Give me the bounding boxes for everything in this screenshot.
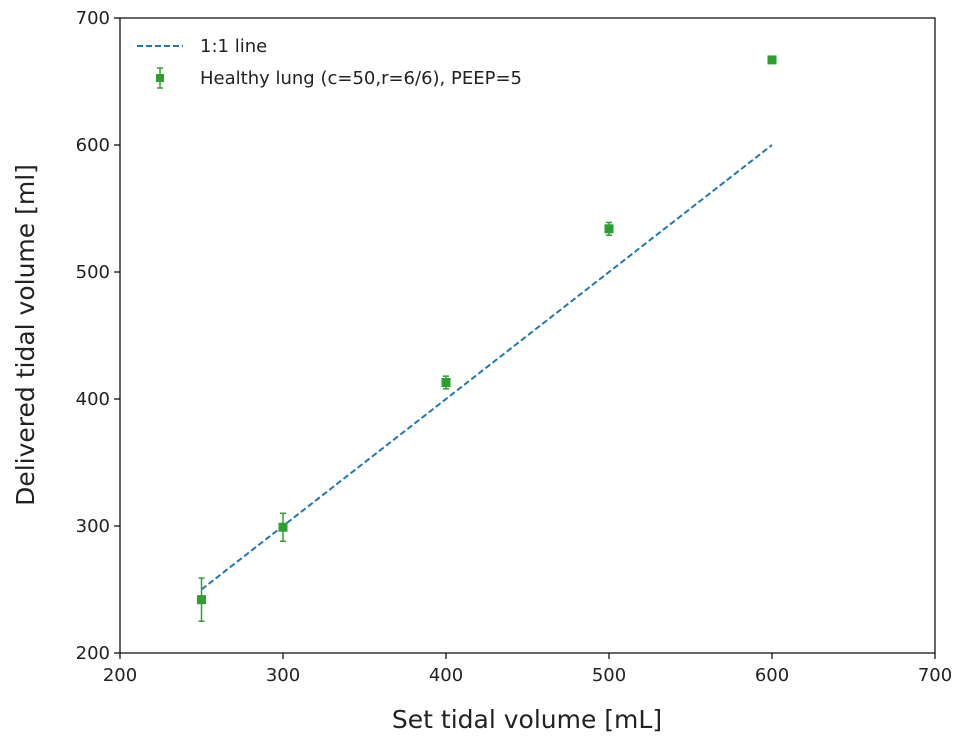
- y-tick-label: 400: [76, 389, 110, 410]
- x-tick-label: 500: [592, 665, 626, 686]
- legend-label-1to1: 1:1 line: [200, 36, 267, 57]
- data-point: [441, 377, 451, 387]
- y-tick-label: 700: [76, 8, 110, 29]
- x-tick-label: 600: [755, 665, 789, 686]
- plot-frame: [119, 17, 936, 654]
- y-tick-label: 500: [76, 262, 110, 283]
- data-point: [197, 595, 206, 605]
- plot-area: [197, 55, 777, 622]
- x-axis-label: Set tidal volume [mL]: [392, 705, 662, 734]
- y-tick-label: 300: [76, 516, 110, 537]
- x-axis: 200 300 400 500 600 700: [103, 653, 952, 686]
- x-tick-label: 400: [429, 665, 463, 686]
- series-line-1to1: [200, 144, 773, 591]
- legend-square-marker: [156, 74, 164, 82]
- y-tick-label: 600: [76, 135, 110, 156]
- x-tick-label: 300: [266, 665, 300, 686]
- data-point: [767, 55, 777, 65]
- data-point: [278, 522, 288, 532]
- legend: 1:1 line Healthy lung (c=50,r=6/6), PEEP…: [137, 36, 522, 89]
- legend-label-healthy-lung: Healthy lung (c=50,r=6/6), PEEP=5: [200, 68, 522, 89]
- y-tick-label: 200: [76, 643, 110, 664]
- x-tick-label: 200: [103, 665, 137, 686]
- y-axis: 200 300 400 500 600 700: [76, 8, 120, 664]
- y-axis-label: Delivered tidal volume [ml]: [11, 164, 40, 506]
- x-tick-label: 700: [918, 665, 952, 686]
- data-point: [604, 224, 614, 234]
